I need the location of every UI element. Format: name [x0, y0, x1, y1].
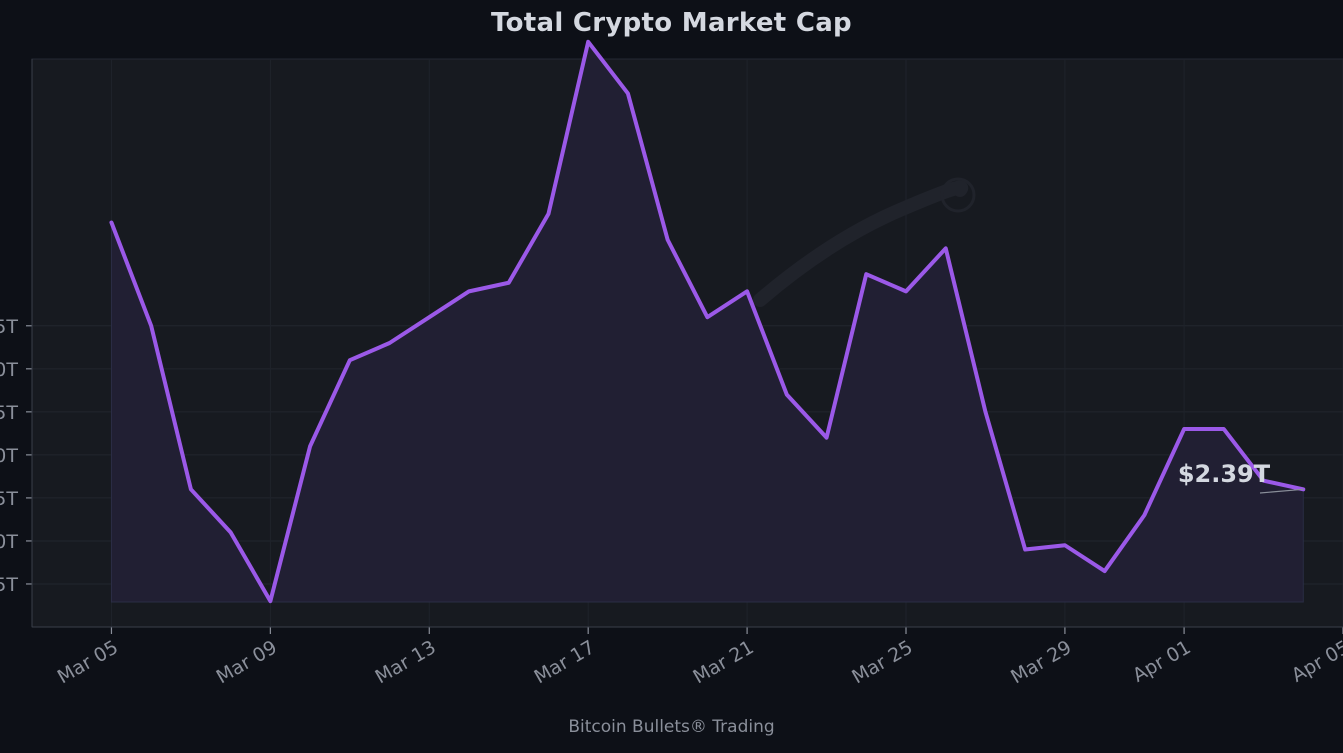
- y-tick-label: $2.35T: [0, 488, 18, 510]
- x-tick-label: Mar 05: [54, 636, 122, 688]
- x-tick-label: Apr 01: [1129, 636, 1195, 687]
- watermark-bullet-trail: [753, 180, 969, 307]
- x-tick-label: Mar 09: [213, 636, 281, 688]
- x-tick-label: Mar 21: [689, 636, 757, 688]
- x-tick-label: Mar 29: [1007, 636, 1075, 688]
- x-tick-label: Mar 13: [372, 636, 440, 688]
- watermark-logo: [753, 177, 976, 307]
- x-tick-label: Mar 25: [848, 636, 916, 688]
- y-tick-label: $2.55T: [0, 316, 18, 338]
- x-tick-label: Mar 17: [530, 636, 598, 688]
- annotation-label: $2.39T: [1178, 460, 1271, 488]
- x-tick-label: Apr 05: [1288, 636, 1343, 687]
- y-tick-label: $2.45T: [0, 402, 18, 424]
- watermark-trademark-circle: [940, 177, 976, 213]
- y-tick-label: $2.40T: [0, 445, 18, 467]
- y-tick-label: $2.30T: [0, 531, 18, 553]
- chart-footer: Bitcoin Bullets® Trading: [568, 717, 775, 737]
- y-tick-label: $2.25T: [0, 574, 18, 596]
- axes: [26, 59, 1343, 634]
- series-group: [109, 39, 1306, 604]
- y-tick-label: $2.50T: [0, 359, 18, 381]
- annotation-arrow: [1259, 488, 1304, 494]
- chart-title: Total Crypto Market Cap: [491, 8, 852, 38]
- annotation-group: $2.39T: [1178, 460, 1304, 494]
